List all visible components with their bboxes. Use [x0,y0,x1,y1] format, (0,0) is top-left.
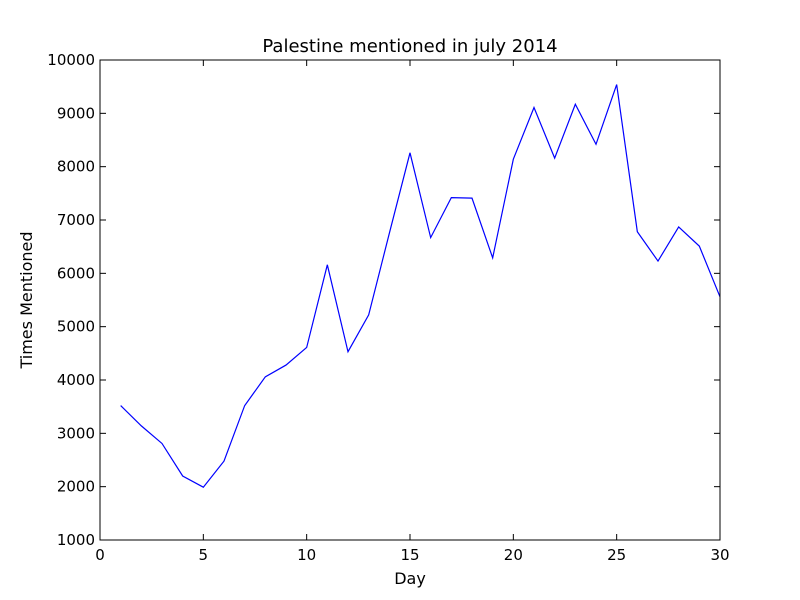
y-tick-label: 7000 [57,211,95,229]
y-tick-label: 3000 [57,424,95,442]
y-tick-label: 4000 [57,371,95,389]
plot-frame [99,59,721,541]
x-axis-ticks: 0 5 10 15 20 25 30 [95,60,730,564]
x-tick-label: 15 [400,546,419,564]
x-tick-label: 25 [607,546,626,564]
x-axis-label: Day [394,569,426,588]
y-tick-label: 2000 [57,478,95,496]
x-tick-label: 10 [297,546,316,564]
y-axis-label: Times Mentioned [17,231,36,369]
y-tick-label: 6000 [57,264,95,282]
x-tick-label: 20 [504,546,523,564]
y-axis-ticks: 1000 2000 3000 4000 5000 6000 7000 8000 9000 1000… [47,51,720,549]
y-tick-label: 5000 [57,318,95,336]
chart-title: Palestine mentioned in july 2014 [262,36,557,57]
series-layer [120,84,721,488]
y-tick-label: 9000 [57,104,95,122]
x-tick-label: 0 [95,546,105,564]
x-tick-label: 5 [199,546,209,564]
y-tick-label: 8000 [57,158,95,176]
y-tick-label: 1000 [57,531,95,549]
series-line-0 [120,84,721,488]
x-tick-label: 30 [710,546,729,564]
y-tick-label: 10000 [47,51,95,69]
